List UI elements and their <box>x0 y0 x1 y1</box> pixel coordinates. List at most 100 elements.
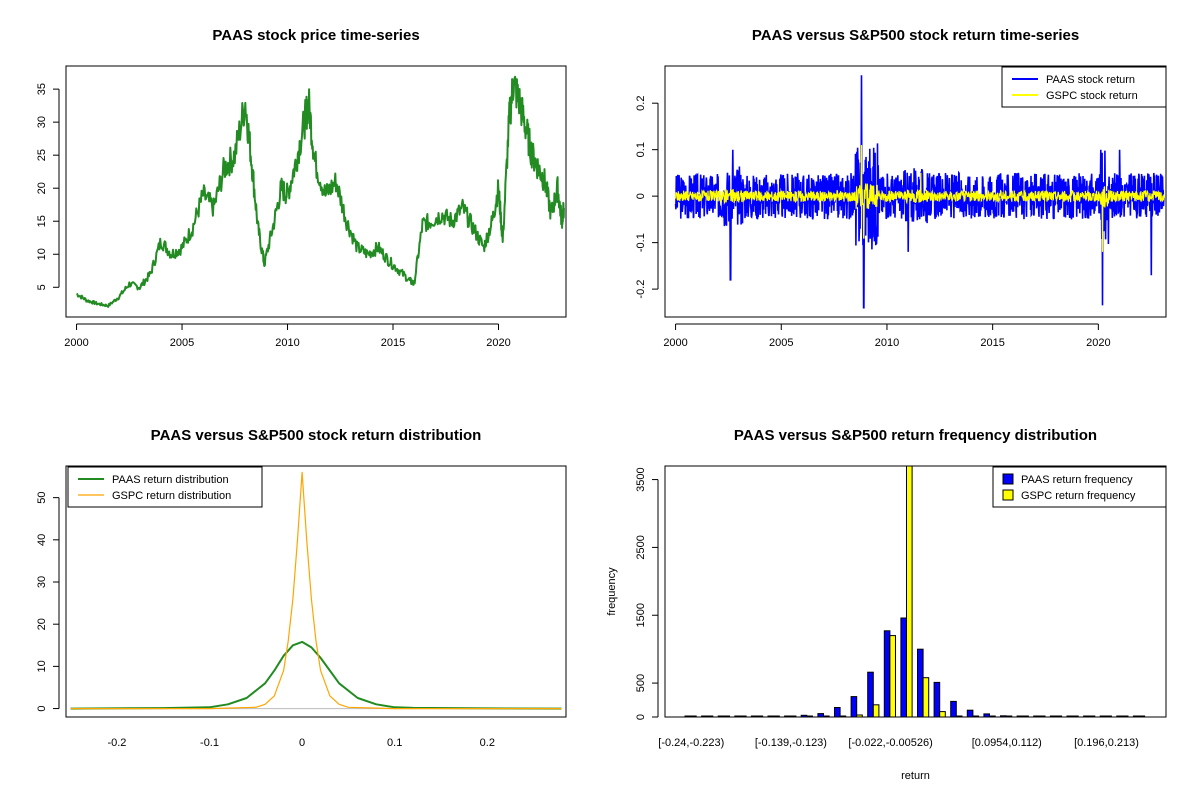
gspc-bar <box>872 704 880 718</box>
bars <box>684 465 1146 718</box>
plot-frame <box>664 465 1167 718</box>
paas-bar <box>767 715 775 718</box>
x-axis: [-0.24,-0.223) [-0.139,-0.123) [-0.022,-0.… <box>658 737 1139 749</box>
gspc-bar <box>1138 715 1146 718</box>
gspc-bar <box>690 715 697 718</box>
y-tick-label: 0.2 <box>635 96 647 111</box>
gspc-bar <box>756 715 764 718</box>
paas-bar <box>966 709 974 718</box>
gspc-bar <box>1088 715 1096 718</box>
chart-title: PAAS stock price time-series <box>212 27 419 44</box>
paas-bar <box>1066 715 1074 718</box>
y-tick-label: 0 <box>635 714 647 720</box>
x-tick-label: 2015 <box>381 337 405 349</box>
plot-frame <box>65 65 567 318</box>
y-tick-label: 3500 <box>635 467 647 491</box>
y-tick-label: 20 <box>36 182 48 194</box>
y-tick-label: 0 <box>36 706 48 712</box>
paas-return-series <box>674 75 1165 309</box>
y-axis: 5 10 15 20 25 30 35 <box>36 83 60 290</box>
paas-bar <box>867 671 874 718</box>
x-tick-label: 2005 <box>769 337 793 349</box>
plot-frame <box>65 465 567 718</box>
x-tick-label: [-0.022,-0.00526) <box>848 737 932 749</box>
y-tick-label: 15 <box>36 215 48 227</box>
legend-label: GSPC return frequency <box>1021 490 1136 502</box>
legend-box <box>992 466 1167 508</box>
paas-bar <box>1049 715 1057 718</box>
paas-bar <box>800 714 808 718</box>
x-tick-label: 2020 <box>1086 337 1110 349</box>
y-tick-label: 20 <box>36 618 48 630</box>
paas-bar <box>1016 715 1024 718</box>
paas-bar <box>717 715 725 718</box>
gspc-density-line <box>70 471 562 710</box>
gspc-bar <box>773 715 780 718</box>
gspc-bar <box>706 715 714 718</box>
gspc-bar <box>1105 715 1112 718</box>
gspc-bar <box>856 714 863 718</box>
gspc-bar <box>740 715 747 718</box>
paas-bar <box>817 713 825 718</box>
gspc-bar <box>789 715 797 718</box>
gspc-bar <box>906 465 913 718</box>
gspc-bar <box>989 715 996 718</box>
y-tick-label: 10 <box>36 248 48 260</box>
x-tick-label: [-0.139,-0.123) <box>755 737 827 749</box>
paas-bar <box>950 700 957 718</box>
x-axis: -0.2 -0.1 0 0.1 0.2 <box>107 737 495 749</box>
chart-title: PAAS versus S&P500 stock return distribu… <box>151 427 482 444</box>
x-tick-label: 0.2 <box>480 737 495 749</box>
gspc-bar <box>1055 715 1063 718</box>
chart-3: PAAS versus S&P500 stock return distribu… <box>36 427 567 749</box>
y-axis: 0 10 20 30 40 50 <box>36 492 60 712</box>
y-tick-label: 0 <box>635 193 647 199</box>
paas-bar <box>850 696 858 718</box>
chart-title: PAAS versus S&P500 return frequency dist… <box>734 427 1097 444</box>
y-tick-label: 35 <box>36 83 48 95</box>
y-tick-label: 40 <box>36 534 48 546</box>
paas-bar <box>701 715 708 718</box>
chart-2: PAAS versus S&P500 stock return time-ser… <box>635 27 1167 349</box>
y-tick-label: -0.1 <box>635 233 647 252</box>
x-tick-label: 2000 <box>64 337 88 349</box>
paas-bar <box>784 715 791 718</box>
gspc-bar <box>723 715 731 718</box>
plot-frame <box>664 65 1167 318</box>
y-tick-label: 50 <box>36 492 48 504</box>
gspc-bar <box>1038 715 1046 718</box>
paas-bar <box>900 617 908 718</box>
x-tick-label: -0.1 <box>200 737 219 749</box>
gspc-bar <box>922 677 930 718</box>
paas-bar <box>750 715 758 718</box>
x-tick-label: 2015 <box>980 337 1004 349</box>
gspc-bar <box>939 711 946 718</box>
gspc-return-series <box>675 144 1165 252</box>
legend: PAAS return frequency GSPC return frequen… <box>992 466 1167 508</box>
paas-bar <box>734 715 741 718</box>
legend-label: PAAS return frequency <box>1021 474 1133 486</box>
gspc-bar <box>889 635 897 718</box>
legend: PAAS stock return GSPC stock return <box>1001 66 1167 108</box>
legend: PAAS return distribution GSPC return dist… <box>67 466 263 508</box>
gspc-bar <box>1072 715 1079 718</box>
y-tick-label: 5 <box>36 284 48 290</box>
chart-4: PAAS versus S&P500 return frequency dist… <box>606 427 1167 782</box>
legend-box <box>1001 66 1167 108</box>
x-axis: 2000 2005 2010 2015 2020 <box>64 323 511 349</box>
gspc-bar <box>955 715 963 718</box>
x-tick-label: [0.0954,0.112) <box>972 737 1042 749</box>
x-axis-label: return <box>901 770 930 782</box>
y-tick-label: 1500 <box>635 603 647 627</box>
paas-bar <box>684 715 692 718</box>
x-tick-label: 2020 <box>486 337 510 349</box>
y-axis: 0 500 1500 2500 3500 <box>635 467 659 720</box>
legend-label: GSPC stock return <box>1046 90 1138 102</box>
y-tick-label: 10 <box>36 660 48 672</box>
legend-label: PAAS return distribution <box>112 474 229 486</box>
x-axis: 2000 2005 2010 2015 2020 <box>663 323 1111 349</box>
paas-bar <box>1099 715 1107 718</box>
paas-bar <box>1116 715 1123 718</box>
